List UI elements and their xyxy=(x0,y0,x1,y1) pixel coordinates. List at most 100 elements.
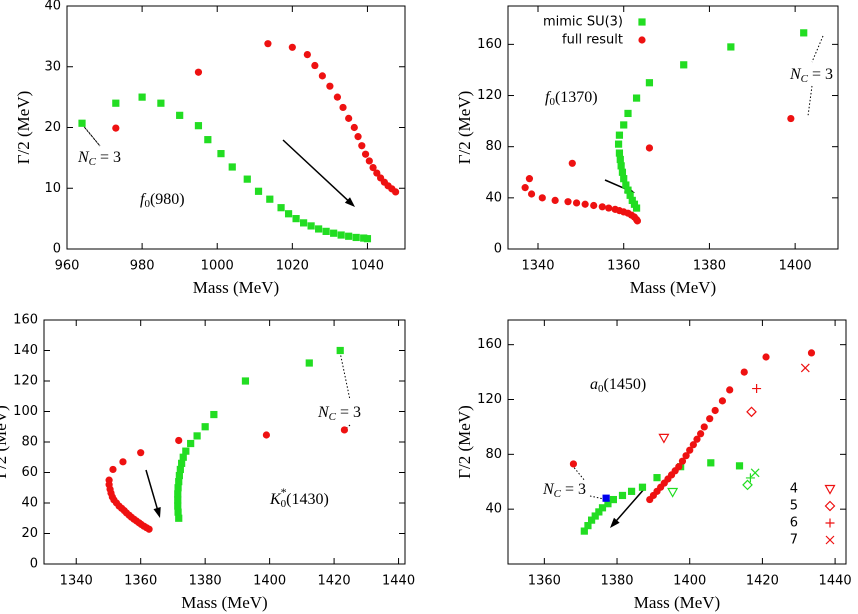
marker xyxy=(711,406,719,415)
legend-label: full result xyxy=(562,33,623,48)
marker xyxy=(604,500,612,508)
arrow xyxy=(145,469,159,511)
marker xyxy=(352,233,360,242)
marker xyxy=(137,449,145,457)
x-tick-label: 1360 xyxy=(607,259,640,274)
annotation-part: N xyxy=(542,481,555,498)
plot-frame xyxy=(507,5,839,250)
annotation-part: C xyxy=(89,156,97,168)
marker xyxy=(700,423,708,431)
marker xyxy=(176,111,184,119)
marker xyxy=(750,468,760,478)
marker xyxy=(178,459,186,467)
annotation-part: C xyxy=(329,411,337,423)
marker xyxy=(627,487,636,495)
y-tick-label: 0 xyxy=(494,242,502,257)
x-tick-label: 1340 xyxy=(521,259,554,274)
marker xyxy=(617,162,625,170)
marker xyxy=(697,430,705,438)
marker xyxy=(800,29,808,37)
marker xyxy=(618,491,627,500)
marker xyxy=(686,446,694,454)
plot-frame xyxy=(43,319,406,565)
marker xyxy=(568,159,576,167)
x-tick-label: 1360 xyxy=(124,574,157,589)
x-tick-label: 960 xyxy=(55,259,80,274)
marker xyxy=(638,483,647,491)
marker xyxy=(609,495,617,504)
y-tick-label: 120 xyxy=(477,392,502,407)
marker xyxy=(78,119,86,127)
marker xyxy=(194,68,203,76)
marker xyxy=(605,204,613,212)
x-tick-label: 1440 xyxy=(819,574,852,589)
leader-line xyxy=(81,123,101,147)
marker xyxy=(174,490,182,498)
marker xyxy=(326,82,334,90)
marker xyxy=(187,439,195,448)
marker xyxy=(689,441,697,449)
y-tick-label: 80 xyxy=(485,447,502,462)
x-axis-label: Mass (MeV) xyxy=(630,278,716,297)
marker xyxy=(330,229,338,237)
marker xyxy=(284,210,293,218)
y-tick-label: 40 xyxy=(44,0,61,14)
y-tick-label: 20 xyxy=(21,526,38,541)
annotation-part: N xyxy=(789,66,802,83)
y-tick-label: 0 xyxy=(53,242,61,257)
marker xyxy=(602,494,610,502)
annotation-part: (980) xyxy=(150,191,185,208)
marker xyxy=(336,346,344,355)
y-tick-label: 0 xyxy=(30,557,38,572)
y-tick-label: 140 xyxy=(13,343,38,358)
marker xyxy=(264,40,272,48)
marker xyxy=(311,61,319,70)
marker xyxy=(354,133,362,141)
marker xyxy=(598,504,607,512)
marker xyxy=(742,479,753,491)
marker xyxy=(392,188,400,196)
marker xyxy=(572,199,581,207)
annotation-part: C xyxy=(801,73,809,85)
marker xyxy=(595,508,603,516)
legend-label: 7 xyxy=(790,533,798,548)
marker xyxy=(667,487,679,498)
marker xyxy=(138,93,146,101)
annotation: NC = 3 xyxy=(317,404,361,423)
marker xyxy=(277,204,285,212)
annotation: K* 0(1430) xyxy=(269,485,329,510)
marker xyxy=(580,527,588,535)
marker xyxy=(174,496,182,504)
marker xyxy=(807,349,816,357)
arrow-head xyxy=(610,517,620,528)
annotation-part: = 3 xyxy=(96,149,121,166)
marker xyxy=(194,122,203,130)
marker xyxy=(174,508,182,516)
marker xyxy=(228,163,236,171)
marker xyxy=(112,99,120,107)
marker xyxy=(569,460,578,468)
x-tick-label: 1400 xyxy=(673,574,706,589)
marker xyxy=(740,368,748,376)
marker xyxy=(632,94,641,102)
marker xyxy=(584,522,592,530)
legend-marker xyxy=(825,518,835,528)
annotation-part: (1430) xyxy=(286,491,329,508)
y-tick-label: 100 xyxy=(13,404,38,419)
arrow-head xyxy=(344,197,355,207)
x-axis-label: Mass (MeV) xyxy=(634,593,720,612)
marker xyxy=(615,149,624,157)
marker xyxy=(322,227,330,235)
legend-marker xyxy=(824,500,836,512)
annotation-part: = 3 xyxy=(336,404,361,421)
marker xyxy=(175,514,183,522)
marker xyxy=(658,433,670,444)
x-tick-label: 1000 xyxy=(201,259,234,274)
marker xyxy=(288,43,296,51)
marker xyxy=(615,131,624,139)
marker xyxy=(706,415,714,423)
marker xyxy=(645,144,654,152)
